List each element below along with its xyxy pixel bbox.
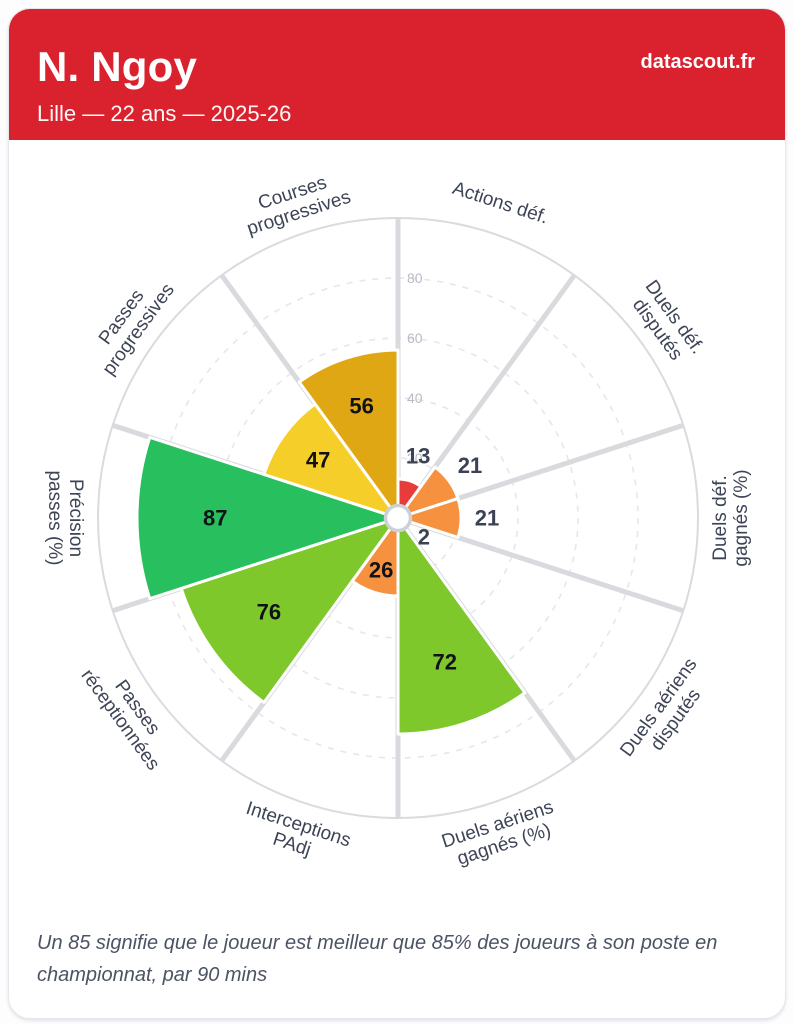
slice-value: 26 <box>369 557 393 582</box>
chart-slice <box>396 497 463 539</box>
category-label: InterceptionsPAdj <box>237 798 353 872</box>
brand-logo: datascout.fr <box>640 51 755 73</box>
slice-value: 47 <box>306 447 330 472</box>
slice-value: 21 <box>458 453 482 478</box>
category-label: Duels déf.disputés <box>624 276 708 370</box>
chart-slice <box>396 516 527 736</box>
category-label: Duels aériensdisputés <box>616 654 718 773</box>
grid-circle <box>157 277 639 759</box>
tick-label: 60 <box>407 330 423 346</box>
player-card: N. Ngoy Lille — 22 ans — 2025-26 datasco… <box>8 8 786 1019</box>
player-subtitle: Lille — 22 ans — 2025-26 <box>37 101 292 126</box>
slice-value: 21 <box>475 506 499 531</box>
category-label: Duels aériensgagnés (%) <box>439 797 562 873</box>
category-label: Duels déf.gagnés (%) <box>710 469 752 566</box>
chart-slice <box>297 348 400 520</box>
footer-note: Un 85 signifie que le joueur est meilleu… <box>37 932 718 987</box>
chart-slice <box>135 435 400 601</box>
tick-label: 80 <box>407 270 423 286</box>
card-header: N. Ngoy Lille — 22 ans — 2025-26 datasco… <box>9 9 785 140</box>
page-title: N. Ngoy <box>37 43 198 90</box>
category-label: Actions déf. <box>450 178 551 229</box>
chart-slice <box>262 402 400 520</box>
slice-value: 87 <box>203 506 227 531</box>
slice-value: 2 <box>418 524 430 549</box>
chart-slice <box>179 516 400 704</box>
category-label: Précisionpasses (%) <box>44 470 86 565</box>
slice-value: 13 <box>406 444 430 469</box>
center-dot <box>383 503 413 533</box>
pizza-chart: 20 40 60 80 13 21 21 2 72 26 76 87 47 56 Actions déf. D… <box>44 167 752 873</box>
slice-value: 72 <box>432 649 456 674</box>
slice-value: 76 <box>257 599 281 624</box>
pizza-chart-container: 20 40 60 80 13 21 21 2 72 26 76 87 47 56 Actions déf. D… <box>9 140 785 904</box>
category-label: Passesréceptionnées <box>77 653 181 774</box>
tick-label: 20 <box>407 450 423 466</box>
slice-value: 56 <box>349 394 373 419</box>
grid-circle <box>277 397 519 639</box>
tick-label: 40 <box>407 390 423 406</box>
category-label: Coursesprogressives <box>238 167 353 240</box>
category-label: Passesprogressives <box>82 268 179 380</box>
